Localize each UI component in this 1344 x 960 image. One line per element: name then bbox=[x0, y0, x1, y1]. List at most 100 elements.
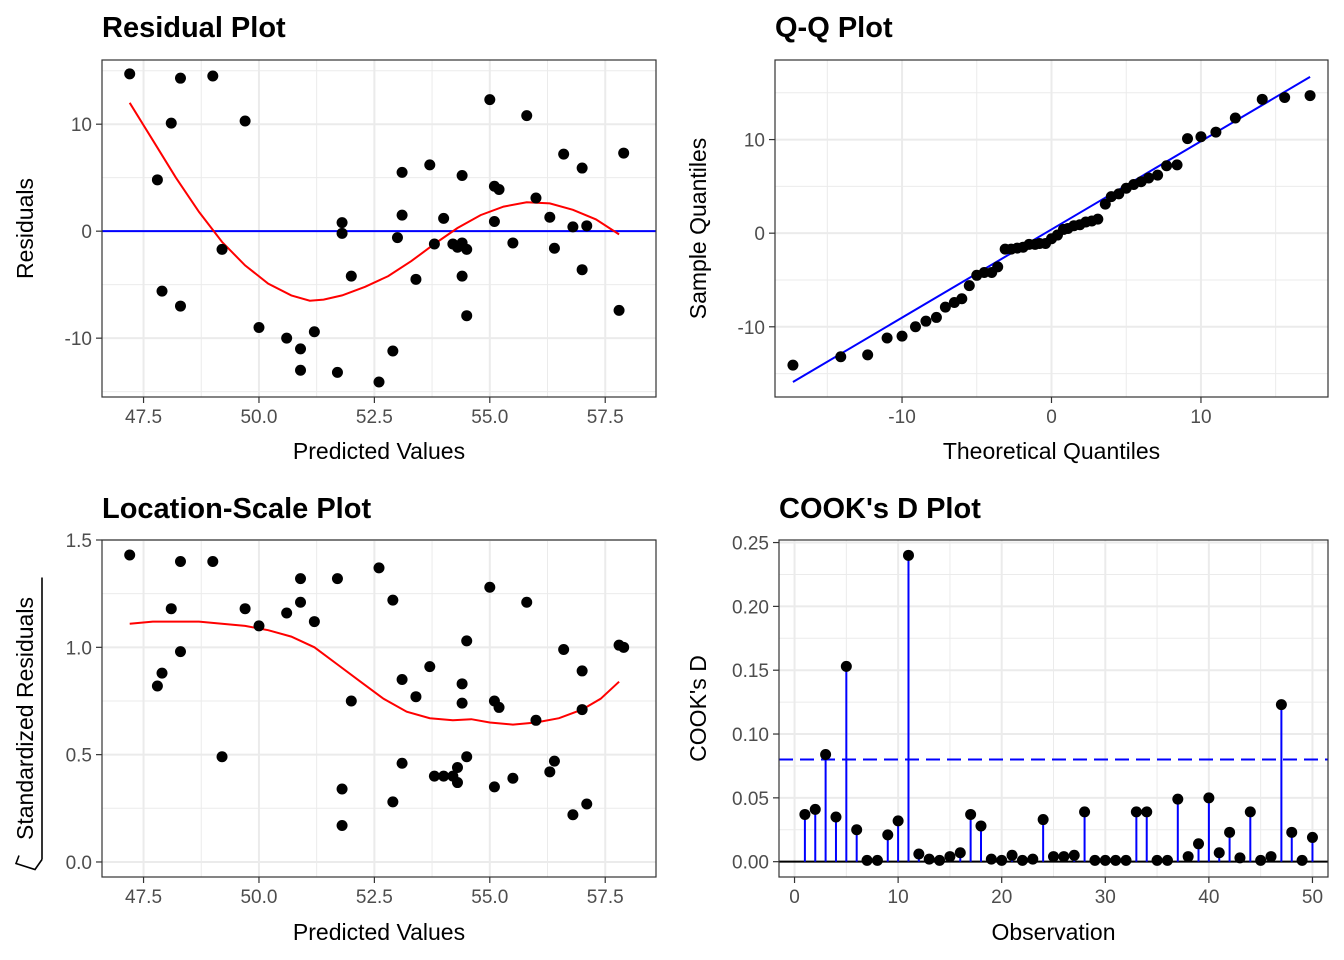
data-point bbox=[438, 770, 450, 782]
cooks-point bbox=[1265, 851, 1277, 863]
qq-reference-line bbox=[792, 75, 1311, 383]
y-tick-label: 0.20 bbox=[732, 597, 769, 618]
minor-gridlines bbox=[102, 540, 656, 877]
data-point bbox=[618, 641, 630, 653]
data-point bbox=[174, 646, 186, 658]
data-point bbox=[424, 661, 436, 673]
data-point bbox=[308, 326, 320, 338]
data-point bbox=[295, 364, 307, 376]
data-point bbox=[336, 783, 348, 795]
data-point bbox=[239, 603, 251, 615]
panel-border bbox=[101, 539, 657, 878]
data-point bbox=[456, 170, 468, 182]
x-tick-label: 57.5 bbox=[587, 407, 624, 428]
data-point bbox=[581, 798, 593, 810]
x-tick-label: 50.0 bbox=[240, 407, 277, 428]
data-point bbox=[576, 704, 588, 716]
data-point bbox=[331, 573, 343, 585]
data-point bbox=[544, 211, 556, 223]
y-axis-label: COOK's D bbox=[685, 655, 711, 762]
data-point bbox=[165, 603, 177, 615]
cooks-point bbox=[1048, 851, 1059, 863]
data-point bbox=[295, 573, 307, 585]
x-tick-label: 55.0 bbox=[471, 407, 508, 428]
data-point bbox=[345, 270, 357, 282]
cooks-point bbox=[985, 853, 997, 865]
y-tick-label: 10 bbox=[71, 115, 92, 136]
panel-4: 0 10 20 30 40 50 0.00 0.05 0.10 0.15 0.20 0.25 COOK'… bbox=[685, 493, 1329, 945]
data-point bbox=[488, 781, 500, 793]
data-point bbox=[558, 148, 570, 160]
cooks-point bbox=[840, 660, 852, 672]
panel-border bbox=[101, 59, 657, 398]
cooks-point bbox=[913, 848, 925, 860]
data-point bbox=[396, 757, 408, 769]
cooks-point bbox=[1151, 854, 1163, 866]
data-point bbox=[253, 620, 265, 632]
data-point bbox=[373, 376, 385, 388]
cooks-point bbox=[871, 854, 883, 866]
sqrt-symbol bbox=[14, 855, 43, 871]
data-point bbox=[438, 212, 450, 224]
y-tick-label: 0.5 bbox=[66, 746, 92, 767]
x-axis-label: Predicted Values bbox=[293, 919, 465, 945]
data-point bbox=[424, 159, 436, 171]
data-point bbox=[1092, 213, 1104, 225]
data-point bbox=[295, 596, 307, 608]
data-point bbox=[174, 72, 186, 84]
cooks-point bbox=[1079, 806, 1091, 818]
data-point bbox=[391, 232, 403, 244]
data-point bbox=[124, 549, 136, 561]
cooks-point bbox=[1099, 854, 1111, 866]
cooks-point bbox=[1110, 854, 1122, 866]
data-point bbox=[1143, 172, 1155, 184]
data-point bbox=[151, 174, 163, 186]
data-point bbox=[956, 293, 968, 305]
data-point bbox=[336, 819, 348, 831]
data-point bbox=[1229, 112, 1241, 124]
cooks-point bbox=[954, 847, 966, 859]
data-point bbox=[618, 147, 630, 159]
data-point bbox=[308, 616, 320, 628]
smooth-curve bbox=[129, 620, 620, 726]
x-tick-label: 50 bbox=[1302, 887, 1323, 908]
data-point bbox=[992, 261, 1004, 273]
cooks-point bbox=[851, 824, 863, 836]
y-tick-label: 1.5 bbox=[66, 531, 92, 552]
panel-title: Q-Q Plot bbox=[775, 12, 893, 44]
data-point bbox=[613, 304, 625, 316]
data-point bbox=[484, 94, 496, 106]
data-point bbox=[281, 332, 293, 344]
data-point bbox=[1099, 198, 1111, 210]
cooks-point bbox=[1037, 814, 1049, 826]
data-point bbox=[387, 594, 399, 606]
y-tick-label: 0.10 bbox=[732, 725, 769, 746]
plot-area bbox=[124, 549, 630, 831]
x-tick-label: 52.5 bbox=[356, 407, 393, 428]
x-tick-label: 47.5 bbox=[125, 407, 162, 428]
x-tick-label: 10 bbox=[888, 887, 909, 908]
data-point bbox=[548, 242, 560, 254]
cooks-point bbox=[820, 748, 832, 760]
data-point bbox=[544, 766, 556, 778]
data-point bbox=[396, 674, 408, 686]
cooks-point bbox=[1244, 806, 1256, 818]
cooks-point bbox=[809, 803, 821, 815]
cooks-point bbox=[1193, 838, 1205, 850]
data-point bbox=[507, 237, 519, 249]
cooks-point bbox=[944, 851, 956, 863]
panel-2: -10 0 10 -10 0 10 Q-Q Plot Theoretical Quantile… bbox=[685, 12, 1329, 464]
cooks-point bbox=[1120, 854, 1132, 866]
cooks-point bbox=[892, 815, 904, 827]
data-point bbox=[396, 166, 408, 178]
x-tick-label: 47.5 bbox=[125, 887, 162, 908]
y-tick-label: 0.15 bbox=[732, 661, 769, 682]
data-point bbox=[507, 772, 519, 784]
cooks-point bbox=[1203, 792, 1215, 804]
cooks-point bbox=[1068, 849, 1080, 861]
data-point bbox=[124, 68, 136, 80]
data-point bbox=[174, 555, 186, 567]
data-point bbox=[295, 343, 307, 355]
cooks-point bbox=[1275, 699, 1287, 711]
